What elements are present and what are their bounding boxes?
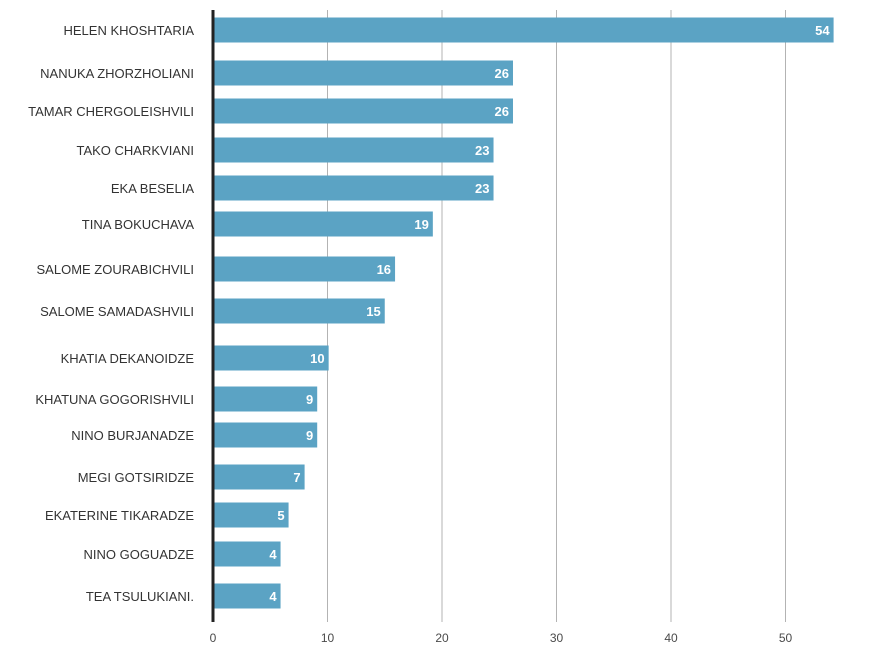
category-label: TAMAR CHERGOLEISHVILI: [28, 104, 194, 119]
bar: [213, 211, 433, 237]
bar: [213, 541, 281, 567]
bar: [213, 386, 318, 412]
x-tick-label: 0: [210, 631, 217, 645]
bar: [213, 256, 396, 282]
data-label: 5: [277, 508, 284, 523]
data-label: 4: [269, 547, 277, 562]
bar: [213, 137, 494, 163]
data-label: 7: [293, 470, 300, 485]
data-label: 26: [495, 104, 509, 119]
bar: [213, 502, 289, 528]
data-label: 15: [366, 304, 380, 319]
category-label: TEA TSULUKIANI.: [86, 589, 194, 604]
category-label: MEGI GOTSIRIDZE: [78, 470, 195, 485]
bar: [213, 464, 305, 490]
x-tick-label: 40: [664, 631, 678, 645]
category-label: KHATIA DEKANOIDZE: [61, 351, 195, 366]
x-axis-ticks: 0102030405060: [210, 631, 793, 645]
category-label: NINO GOGUADZE: [83, 547, 194, 562]
data-label: 23: [475, 143, 489, 158]
category-label: EKATERINE TIKARADZE: [45, 508, 194, 523]
category-labels: HELEN KHOSHTARIA NANUKA ZHORZHOLIANI TAMAR…: [28, 23, 194, 604]
data-label: 23: [475, 181, 489, 196]
x-tick-label: 30: [550, 631, 564, 645]
category-label: NANUKA ZHORZHOLIANI: [40, 66, 194, 81]
data-label: 9: [306, 428, 313, 443]
x-tick-label: 10: [321, 631, 335, 645]
bar: [213, 298, 385, 324]
bar: [213, 422, 318, 448]
category-label: TINA BOKUCHAVA: [82, 217, 195, 232]
bar: [213, 17, 834, 43]
category-label: NINO BURJANADZE: [71, 428, 194, 443]
category-label: KHATUNA GOGORISHVILI: [35, 392, 194, 407]
category-label: SALOME SAMADASHVILI: [40, 304, 194, 319]
data-label: 10: [310, 351, 324, 366]
data-label: 16: [377, 262, 391, 277]
bar: [213, 98, 513, 124]
data-label: 19: [414, 217, 428, 232]
data-label: 4: [269, 589, 277, 604]
category-label: EKA BESELIA: [111, 181, 194, 196]
bar: [213, 583, 281, 609]
data-label: 9: [306, 392, 313, 407]
x-tick-label: 20: [435, 631, 449, 645]
bar: [213, 345, 329, 371]
category-label: TAKO CHARKVIANI: [76, 143, 194, 158]
bar: [213, 175, 494, 201]
x-tick-label: 50: [779, 631, 793, 645]
data-label: 54: [815, 23, 830, 38]
category-label: HELEN KHOSHTARIA: [63, 23, 194, 38]
bar: [213, 60, 513, 86]
data-label: 26: [495, 66, 509, 81]
category-label: SALOME ZOURABICHVILI: [37, 262, 194, 277]
